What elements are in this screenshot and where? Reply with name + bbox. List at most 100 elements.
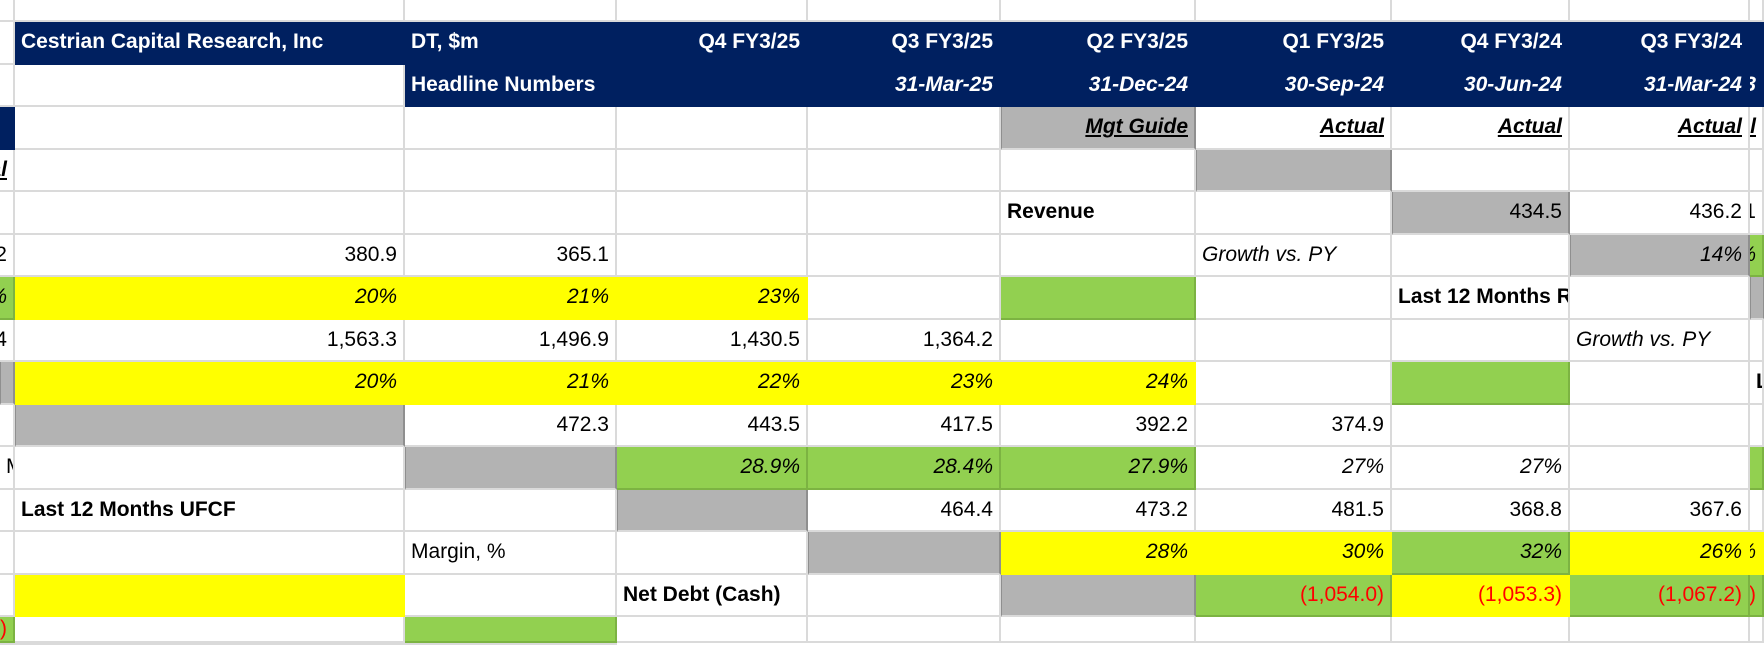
row-gutter[interactable] [1196, 277, 1392, 320]
cell-empty[interactable] [1392, 404, 1570, 447]
value-cell[interactable]: 472.3 [405, 404, 617, 447]
cell-empty[interactable] [405, 0, 617, 22]
cell-empty[interactable] [1392, 234, 1570, 277]
value-cell[interactable]: 28.9% [617, 447, 808, 490]
row-label[interactable]: Growth vs. PY [1570, 319, 1750, 362]
cell-empty[interactable] [617, 107, 808, 150]
cell-empty[interactable] [808, 0, 1001, 22]
cell-empty[interactable] [617, 64, 808, 107]
cell-empty[interactable] [15, 617, 405, 643]
cell-empty[interactable] [1750, 617, 1764, 643]
cell-empty[interactable] [1001, 617, 1196, 643]
cell-next-column[interactable] [1570, 404, 1750, 447]
value-cell[interactable]: 1,563.3 [15, 319, 405, 362]
header-date[interactable]: 31-Dec-23 [1750, 64, 1764, 107]
cell-empty[interactable] [1001, 0, 1196, 22]
cell-empty[interactable] [405, 192, 617, 235]
header-period[interactable]: Q3 FY3/25 [808, 22, 1001, 65]
value-cell[interactable]: 1,634.4 [0, 319, 15, 362]
cell-empty[interactable] [1196, 0, 1392, 22]
cell-empty[interactable] [405, 149, 617, 192]
column-type-label[interactable]: Actual [1570, 107, 1750, 150]
value-cell[interactable]: 20% [15, 277, 405, 320]
row-label[interactable]: Margin, % [0, 447, 15, 490]
value-cell[interactable]: 21% [405, 362, 617, 405]
cell-empty[interactable] [15, 192, 405, 235]
cell-empty[interactable] [808, 107, 1001, 150]
cell-empty[interactable] [0, 404, 15, 447]
header-date[interactable]: 30-Jun-24 [1392, 64, 1570, 107]
cell-empty[interactable] [1750, 22, 1764, 65]
column-type-label[interactable]: Actual [1196, 107, 1392, 150]
header-period[interactable]: Q1 FY3/25 [1196, 22, 1392, 65]
value-cell[interactable]: 18.9% [0, 277, 15, 320]
value-cell[interactable]: (782.6) [0, 617, 15, 643]
cell-empty[interactable] [808, 574, 1001, 617]
value-cell[interactable]: 23% [617, 277, 808, 320]
value-cell[interactable]: 380.9 [15, 234, 405, 277]
cell-empty[interactable] [617, 192, 808, 235]
cell-empty[interactable] [1570, 149, 1750, 192]
column-type-label[interactable]: Mgt Guide [1001, 107, 1196, 150]
cell-empty[interactable] [1750, 489, 1764, 532]
value-cell[interactable]: 417.5 [808, 404, 1001, 447]
value-cell[interactable]: (883.2) [1750, 574, 1764, 617]
value-cell[interactable]: 367.6 [1570, 489, 1750, 532]
cell-empty[interactable] [617, 0, 808, 22]
header-company[interactable]: Cestrian Capital Research, Inc [15, 22, 405, 65]
cell-next-column[interactable] [1750, 447, 1764, 490]
value-cell[interactable]: 473.2 [1001, 489, 1196, 532]
row-label[interactable]: Net Debt (Cash) [617, 574, 808, 617]
cell-empty[interactable] [808, 149, 1001, 192]
value-cell[interactable] [15, 404, 405, 447]
header-date[interactable]: 31-Dec-24 [1001, 64, 1196, 107]
cell-empty[interactable] [1570, 277, 1750, 320]
value-cell[interactable]: 30% [1196, 532, 1392, 575]
cell-next-column[interactable] [1001, 277, 1196, 320]
row-gutter[interactable] [808, 192, 1001, 235]
row-label[interactable]: Margin, % [405, 532, 617, 575]
cell-empty[interactable] [617, 617, 808, 643]
row-gutter[interactable] [1750, 404, 1764, 447]
value-cell[interactable]: 368.8 [1392, 489, 1570, 532]
value-cell[interactable]: 28.4% [808, 447, 1001, 490]
cell-empty[interactable] [1570, 0, 1750, 22]
header-date[interactable]: 31-Mar-24 [1570, 64, 1750, 107]
value-cell[interactable]: (1,067.2) [1570, 574, 1750, 617]
cell-next-column[interactable] [808, 234, 1001, 277]
value-cell[interactable]: 32% [1392, 532, 1570, 575]
cell-empty[interactable] [15, 107, 405, 150]
header-subtitle[interactable]: Headline Numbers [405, 64, 617, 107]
value-cell[interactable]: 22% [617, 362, 808, 405]
value-cell[interactable]: 464.4 [808, 489, 1001, 532]
header-period[interactable]: Q3 FY3/24 [1570, 22, 1750, 65]
value-cell[interactable]: 26% [1570, 532, 1750, 575]
cell-empty[interactable] [1750, 319, 1764, 362]
header-date[interactable]: 30-Sep-24 [1196, 64, 1392, 107]
value-cell[interactable] [0, 362, 15, 405]
value-cell[interactable]: 14% [1570, 234, 1750, 277]
cell-next-column[interactable] [405, 617, 617, 643]
value-cell[interactable]: 443.5 [617, 404, 808, 447]
row-gutter[interactable] [0, 489, 15, 532]
cell-empty[interactable] [405, 489, 617, 532]
value-cell[interactable]: 27.9% [1001, 447, 1196, 490]
row-label[interactable]: Revenue [1001, 192, 1196, 235]
value-cell[interactable]: 434.5 [1392, 192, 1570, 235]
cell-empty[interactable] [617, 532, 808, 575]
header-period[interactable]: Q2 FY3/25 [1001, 22, 1196, 65]
value-cell[interactable]: 21% [405, 277, 617, 320]
row-gutter[interactable] [1001, 234, 1196, 277]
cell-empty[interactable] [0, 192, 15, 235]
cell-empty[interactable] [15, 149, 405, 192]
value-cell[interactable]: 365.1 [405, 234, 617, 277]
row-gutter[interactable] [15, 532, 405, 575]
value-cell[interactable] [405, 447, 617, 490]
row-gutter[interactable] [1392, 319, 1570, 362]
cell-empty[interactable] [1392, 617, 1570, 643]
value-cell[interactable]: 1,430.5 [617, 319, 808, 362]
value-cell[interactable]: 27% [1392, 447, 1570, 490]
value-cell[interactable] [808, 532, 1001, 575]
value-cell[interactable]: 27% [1196, 447, 1392, 490]
cell-empty[interactable] [1392, 149, 1570, 192]
